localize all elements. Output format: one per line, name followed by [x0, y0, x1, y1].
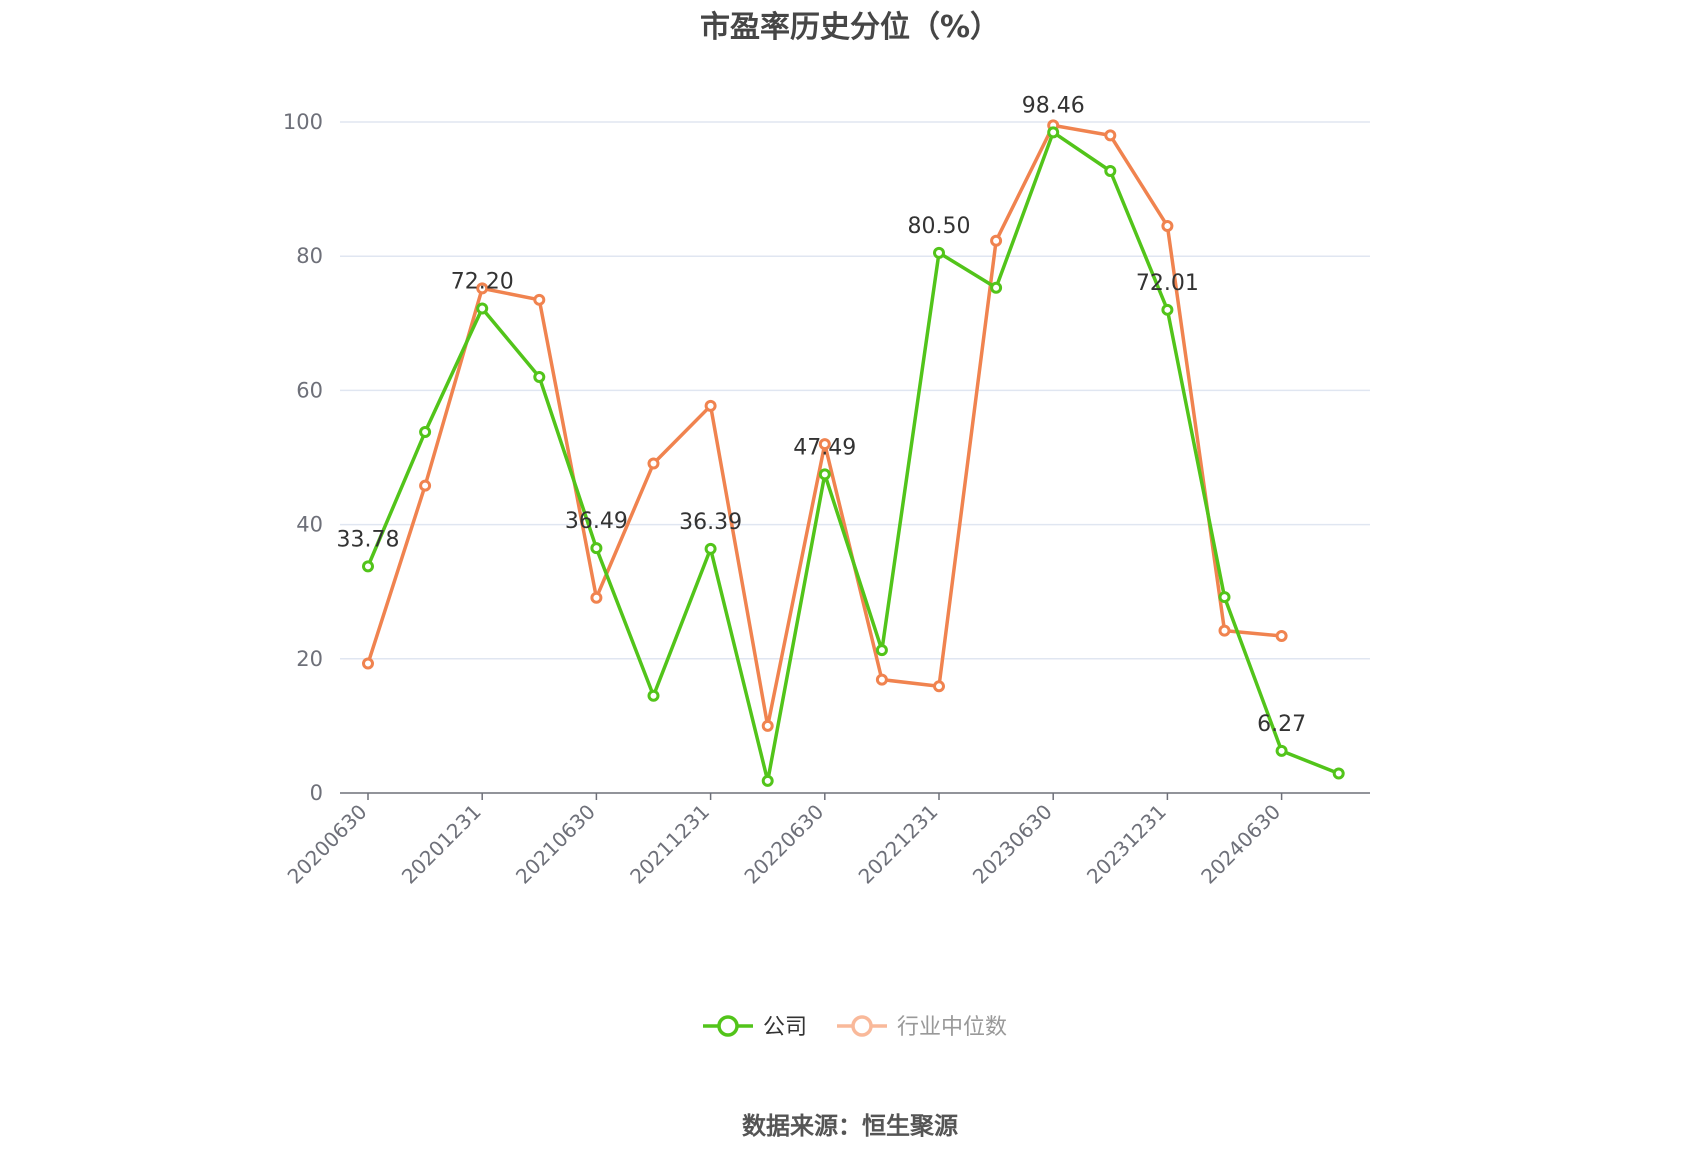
legend-label: 公司	[763, 1015, 807, 1040]
legend-item-company[interactable]: 公司	[703, 1015, 807, 1040]
x-tick-label: 20231231	[1082, 800, 1171, 889]
x-tick-label: 20200630	[283, 800, 372, 889]
data-point[interactable]	[1332, 767, 1345, 780]
x-tick-label: 20230630	[968, 800, 1057, 889]
data-point[interactable]	[476, 282, 489, 295]
x-tick-label: 20240630	[1196, 800, 1285, 889]
data-point[interactable]	[419, 426, 432, 439]
grid-lines	[340, 121, 1370, 660]
y-axis: 0 20 40 60 80 100	[283, 110, 323, 805]
data-point[interactable]	[590, 542, 603, 555]
data-label: 36.39	[679, 510, 742, 535]
series-line	[366, 123, 1282, 728]
legend-label: 行业中位数	[897, 1015, 1007, 1040]
data-label: 6.27	[1257, 712, 1306, 737]
x-tick-label: 20210630	[511, 800, 600, 889]
chart-title: 市盈率历史分位（%）	[700, 10, 1000, 45]
y-tick-label: 20	[296, 647, 323, 671]
data-point[interactable]	[1275, 629, 1288, 642]
data-point[interactable]	[1047, 126, 1060, 139]
data-point[interactable]	[1104, 164, 1117, 177]
legend[interactable]: 公司 行业中位数	[703, 1015, 1007, 1040]
data-point[interactable]	[761, 774, 774, 787]
data-point[interactable]	[533, 293, 546, 306]
data-point[interactable]	[704, 399, 717, 412]
data-label: 72.01	[1136, 271, 1199, 296]
data-point[interactable]	[1218, 591, 1231, 604]
data-labels: 33.78 72.20 36.49 36.39 47.49 80.50 98.46 72.01…	[337, 93, 1307, 737]
legend-item-industry-median[interactable]: 行业中位数	[837, 1015, 1007, 1040]
data-point[interactable]	[362, 657, 374, 670]
data-point[interactable]	[933, 246, 945, 259]
data-point[interactable]	[1275, 744, 1288, 757]
series-company	[362, 126, 1345, 787]
data-point[interactable]	[990, 234, 1003, 247]
data-label: 72.20	[451, 270, 514, 295]
y-tick-label: 60	[296, 378, 323, 402]
x-tick-label: 20221231	[854, 800, 943, 889]
y-tick-label: 80	[296, 244, 323, 268]
data-source-note: 数据来源：恒生聚源	[742, 1112, 958, 1140]
data-point[interactable]	[933, 680, 945, 693]
y-tick-label: 40	[296, 513, 323, 537]
data-point[interactable]	[647, 457, 660, 470]
data-point[interactable]	[362, 560, 374, 573]
data-point[interactable]	[990, 281, 1003, 294]
data-point[interactable]	[1161, 303, 1174, 316]
x-tick-label: 20211231	[625, 800, 714, 889]
data-point[interactable]	[875, 644, 888, 657]
series-industry-median	[362, 119, 1288, 732]
data-label: 80.50	[908, 214, 971, 239]
y-tick-label: 100	[283, 110, 323, 134]
legend-swatch-marker	[851, 1015, 873, 1037]
series-layer	[362, 119, 1345, 787]
y-tick-label: 0	[310, 781, 323, 805]
data-point[interactable]	[476, 302, 489, 315]
data-point[interactable]	[818, 468, 831, 481]
data-label: 47.49	[793, 435, 856, 460]
legend-swatch-marker	[717, 1015, 739, 1037]
data-point[interactable]	[875, 673, 888, 686]
data-point[interactable]	[704, 542, 717, 555]
x-axis: 20200630 20201231 20210630 20211231 20220630…	[283, 792, 1370, 889]
x-tick-label: 20220630	[739, 800, 828, 889]
data-label: 33.78	[337, 527, 400, 552]
data-label: 98.46	[1022, 93, 1085, 118]
data-point[interactable]	[533, 370, 546, 383]
data-point[interactable]	[818, 438, 831, 451]
data-point[interactable]	[419, 479, 432, 492]
data-point[interactable]	[1104, 129, 1117, 142]
data-point[interactable]	[1161, 220, 1174, 233]
series-line	[366, 130, 1340, 783]
data-point[interactable]	[647, 689, 660, 702]
data-point[interactable]	[761, 719, 774, 732]
data-point[interactable]	[590, 591, 603, 604]
x-tick-label: 20201231	[397, 800, 486, 889]
data-label: 36.49	[565, 509, 628, 534]
data-point[interactable]	[1218, 624, 1231, 637]
